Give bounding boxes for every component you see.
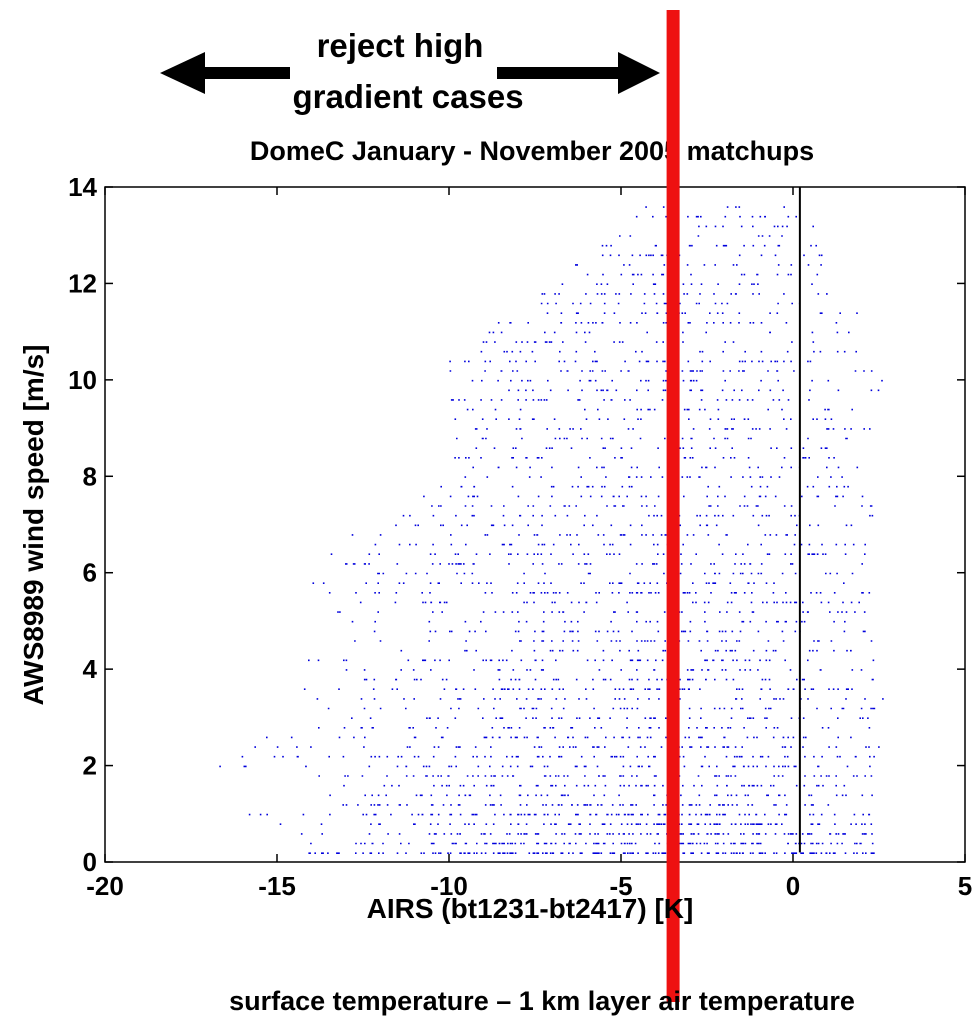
bottom-caption: surface temperature – 1 km layer air tem…: [229, 986, 855, 1016]
x-tick-label: -20: [86, 871, 124, 901]
reject-annotation-line1: reject high: [317, 27, 484, 64]
axis-ticks: -20 -15 -10 -5 0 5 0 2 4 6 8 10 12 14: [68, 172, 972, 901]
left-arrow-icon: [160, 52, 290, 94]
x-tick-label: -15: [258, 871, 296, 901]
x-tick-label: -5: [609, 871, 632, 901]
plot-frame: [104, 186, 966, 863]
threshold-line: [666, 10, 680, 1002]
y-tick-label: 10: [68, 365, 97, 395]
y-axis-label: AWS8989 wind speed [m/s]: [18, 345, 49, 706]
x-tick-label: 5: [958, 871, 972, 901]
reject-annotation-line2: gradient cases: [292, 78, 523, 115]
y-tick-label: 12: [68, 268, 97, 298]
y-tick-label: 14: [68, 172, 97, 202]
right-arrow-icon: [497, 52, 660, 94]
x-tick-label: -10: [430, 871, 468, 901]
y-tick-label: 6: [83, 558, 97, 588]
chart-title: DomeC January - November 2005 matchups: [250, 136, 814, 166]
y-tick-label: 0: [83, 847, 97, 877]
x-tick-label: 0: [786, 871, 800, 901]
x-axis-label: AIRS (bt1231-bt2417) [K]: [367, 893, 694, 924]
y-tick-label: 4: [83, 654, 98, 684]
y-tick-label: 2: [83, 751, 97, 781]
y-tick-label: 8: [83, 461, 97, 491]
